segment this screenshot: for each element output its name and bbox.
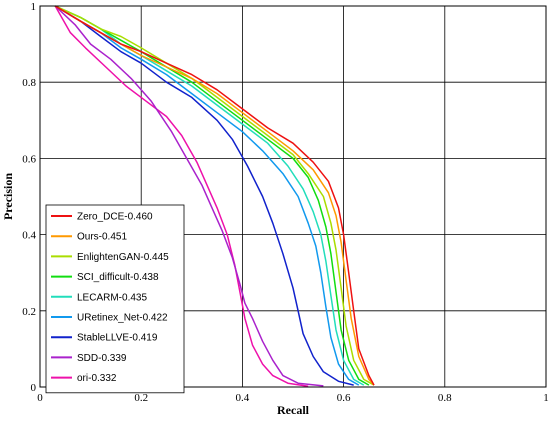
legend-entry-label: LECARM-0.435 xyxy=(77,292,147,303)
x-axis-title: Recall xyxy=(277,403,310,417)
x-tick-label: 1 xyxy=(543,392,549,404)
legend-entry-label: URetinex_Net-0.422 xyxy=(77,313,168,324)
y-tick-label: 0.4 xyxy=(22,230,36,242)
y-tick-label: 1 xyxy=(31,1,37,13)
x-tick-label: 0.4 xyxy=(236,392,250,404)
series-line xyxy=(54,5,375,386)
legend-entry-label: SDD-0.339 xyxy=(77,353,127,364)
legend-entry-label: Ours-0.451 xyxy=(77,232,127,243)
plot-frame xyxy=(39,5,547,388)
tick-labels: 0 0.2 0.4 0.6 0.8 1 0 0.2 0.4 0.6 0.8 1 xyxy=(22,1,549,404)
legend-entry-label: EnlightenGAN-0.445 xyxy=(77,252,169,263)
legend: Zero_DCE-0.460 Ours-0.451 EnlightenGAN-0.4… xyxy=(45,204,185,394)
legend-entry-label: ori-0.332 xyxy=(77,373,117,384)
series-line xyxy=(54,5,309,387)
x-tick-label: 0.6 xyxy=(337,392,351,404)
y-tick-label: 0 xyxy=(31,382,37,394)
y-tick-label: 0.8 xyxy=(22,77,36,89)
series-line xyxy=(54,5,324,387)
series-lines xyxy=(54,5,375,387)
series-line xyxy=(54,5,354,386)
series-line xyxy=(54,5,370,386)
x-tick-label: 0 xyxy=(37,392,43,404)
x-tick-label: 0.8 xyxy=(438,392,452,404)
legend-entry-label: Zero_DCE-0.460 xyxy=(77,212,153,223)
y-tick-label: 0.2 xyxy=(22,306,36,318)
legend-entry-label: SCI_difficult-0.438 xyxy=(77,272,159,283)
legend-entry-label: StableLLVE-0.419 xyxy=(77,333,158,344)
x-tick-label: 0.2 xyxy=(134,392,148,404)
series-line xyxy=(54,5,360,386)
y-tick-label: 0.6 xyxy=(22,153,36,165)
series-line xyxy=(54,5,375,386)
y-axis-title: Precision xyxy=(1,173,15,220)
